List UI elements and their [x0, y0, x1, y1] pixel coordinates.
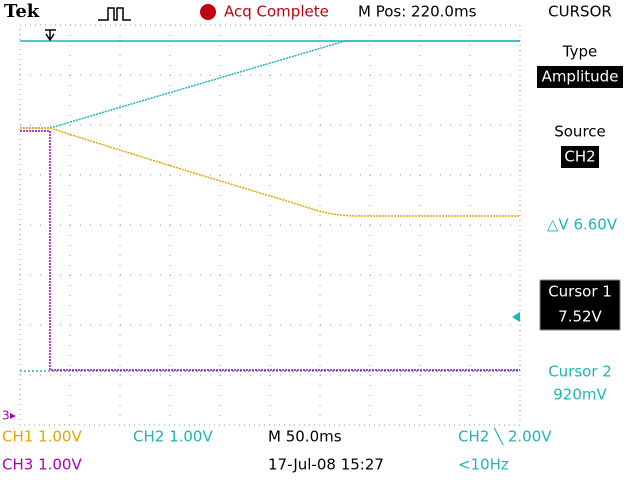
menu-label: Type	[562, 43, 597, 61]
ch3-marker-arrow	[10, 413, 16, 419]
menu-label[interactable]: Cursor 2	[548, 363, 612, 381]
menu-value-box	[537, 66, 623, 88]
trigger-setting: CH2 ╲ 2.00V	[458, 428, 552, 446]
position: M Pos: 220.0ms	[358, 3, 477, 21]
menu-delta: △V 6.60V	[547, 216, 618, 234]
trigger-level-marker	[512, 312, 520, 322]
menu-value[interactable]: CH2	[564, 148, 595, 166]
trigger-marker	[45, 29, 56, 42]
menu-value[interactable]: Amplitude	[542, 68, 619, 86]
menu-value-box	[539, 279, 621, 331]
run-icon	[98, 7, 131, 21]
ch1-scale: CH1 1.00V	[2, 428, 82, 446]
timebase: M 50.0ms	[268, 428, 342, 446]
acq-indicator	[200, 4, 216, 20]
grid-lines	[20, 25, 520, 425]
menu-title: CURSOR	[548, 3, 612, 21]
acq-status: Acq Complete	[224, 3, 329, 21]
ch3-marker: 3	[2, 409, 10, 423]
menu-value-box	[561, 146, 599, 168]
ch1-trace	[20, 127, 520, 217]
brand: Tek	[4, 1, 40, 22]
menu-label[interactable]: Cursor 1	[548, 283, 612, 301]
ch3-trace	[20, 130, 520, 371]
ch3-scale: CH3 1.00V	[2, 456, 82, 474]
menu-value[interactable]: 7.52V	[558, 308, 602, 326]
date-time: 17-Jul-08 15:27	[268, 456, 384, 474]
menu-label: Source	[554, 123, 606, 141]
graticule	[19, 24, 521, 426]
ch2-scale: CH2 1.00V	[133, 428, 213, 446]
menu-value[interactable]: 920mV	[553, 386, 607, 404]
trigger-frequency: <10Hz	[458, 456, 509, 474]
